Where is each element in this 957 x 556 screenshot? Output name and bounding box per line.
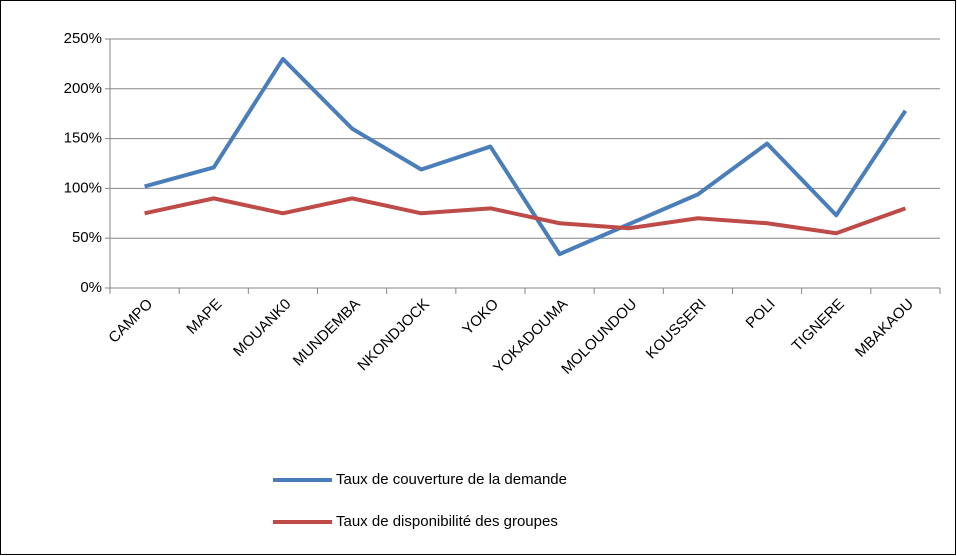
y-tick-label: 100%	[64, 179, 102, 196]
y-tick-label: 250%	[64, 30, 102, 47]
y-tick-label: 200%	[64, 80, 102, 97]
y-tick-label: 150%	[64, 130, 102, 147]
series-line	[144, 56, 908, 257]
series-line	[144, 196, 907, 236]
legend-label: Taux de couverture de la demande	[336, 471, 567, 488]
y-tick-label: 50%	[72, 229, 102, 246]
legend-label: Taux de disponibilité des groupes	[336, 513, 558, 530]
y-tick-label: 0%	[80, 279, 102, 296]
